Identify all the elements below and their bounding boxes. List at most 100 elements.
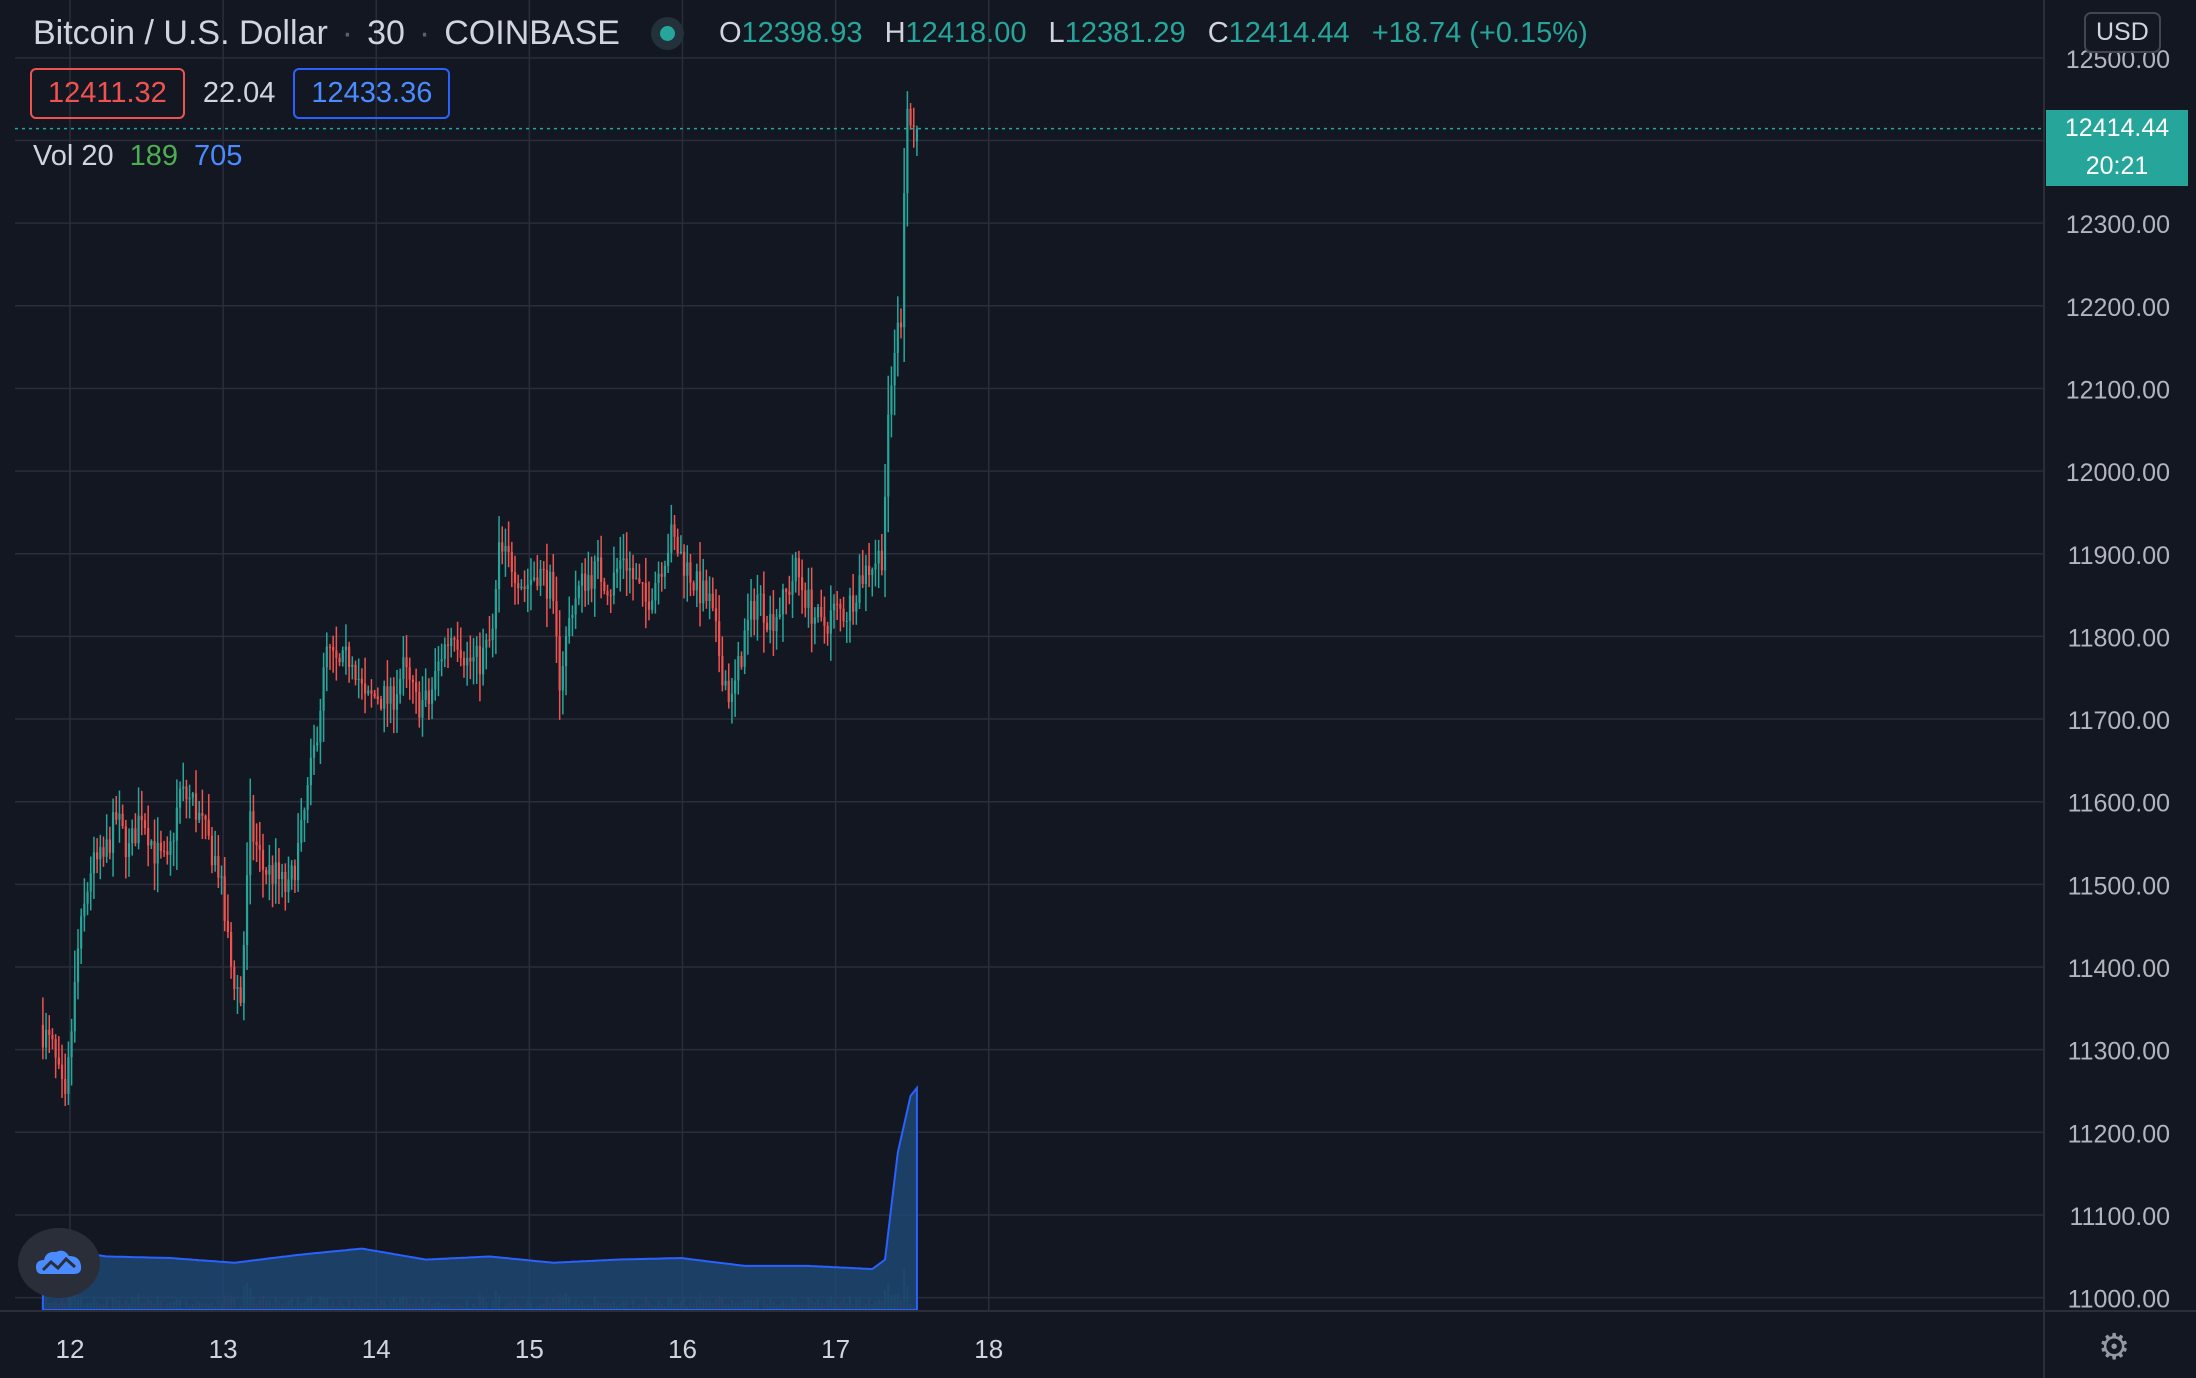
price-tick-label: 11000.00 bbox=[2068, 1286, 2170, 1314]
candle-body bbox=[341, 650, 344, 663]
candle-body bbox=[236, 987, 239, 989]
candle-body bbox=[737, 656, 740, 681]
high-label: H bbox=[884, 17, 906, 49]
candle-body bbox=[54, 1039, 57, 1058]
interval-label[interactable]: 30 bbox=[367, 14, 405, 52]
candle-body bbox=[705, 580, 708, 601]
ohlc-values: O12398.93 H12418.00 L12381.29 C12414.44 … bbox=[719, 17, 1588, 50]
candle-body bbox=[92, 852, 96, 874]
candle-body bbox=[48, 1029, 51, 1036]
candle-body bbox=[293, 865, 296, 881]
candle-body bbox=[651, 600, 654, 610]
candle-body bbox=[775, 616, 778, 632]
price-tick-label: 11500.00 bbox=[2068, 872, 2170, 900]
candle-body bbox=[603, 581, 606, 592]
sell-price-button[interactable]: 12411.32 bbox=[30, 68, 185, 119]
candle-body bbox=[568, 618, 571, 637]
candle-body bbox=[392, 686, 395, 710]
candle-body bbox=[485, 639, 488, 648]
candle-body bbox=[513, 572, 517, 584]
buy-price-button[interactable]: 12433.36 bbox=[293, 68, 451, 119]
candle-body bbox=[271, 865, 274, 884]
candle-body bbox=[156, 842, 159, 864]
candle-body bbox=[140, 815, 143, 821]
time-axis[interactable]: 12 13 14 15 16 17 18 bbox=[56, 1334, 1004, 1364]
candle-body bbox=[852, 595, 855, 612]
candle-body bbox=[220, 876, 223, 878]
candle-body bbox=[670, 524, 673, 553]
gear-icon[interactable]: ⚙ bbox=[2098, 1326, 2131, 1367]
candle-body bbox=[134, 828, 137, 844]
volume-ma-area bbox=[41, 1084, 918, 1311]
candle-body bbox=[714, 608, 718, 622]
candle-body bbox=[836, 603, 839, 605]
candle-body bbox=[571, 614, 574, 619]
candle-body bbox=[296, 842, 300, 881]
candle-body bbox=[702, 580, 705, 604]
candle-body bbox=[848, 595, 852, 621]
candle-body bbox=[628, 568, 631, 571]
price-axis[interactable]: 11000.00 11100.00 11200.00 11300.00 11400.00… bbox=[2066, 46, 2170, 1314]
candle-body bbox=[424, 690, 427, 700]
candle-body bbox=[762, 593, 765, 623]
currency-button[interactable]: USD bbox=[2084, 12, 2161, 53]
candle-body bbox=[99, 847, 102, 860]
candle-body bbox=[332, 646, 335, 651]
candle-body bbox=[316, 742, 319, 746]
candle-body bbox=[724, 680, 727, 686]
candle-body bbox=[319, 710, 322, 743]
candle-body bbox=[765, 622, 769, 630]
candle-body bbox=[877, 550, 880, 564]
candle-body bbox=[915, 128, 919, 142]
candle-body bbox=[593, 561, 596, 589]
candle-body bbox=[497, 542, 501, 590]
candle-body bbox=[96, 852, 99, 860]
candle-body bbox=[383, 686, 386, 709]
candle-body bbox=[306, 785, 309, 810]
candle-body bbox=[284, 871, 287, 892]
candle-countdown-tag: 20:21 bbox=[2046, 147, 2188, 186]
candle-body bbox=[804, 590, 807, 608]
high-value: 12418.00 bbox=[905, 17, 1027, 49]
price-tick-label: 11600.00 bbox=[2068, 790, 2170, 818]
candle-body bbox=[491, 628, 494, 640]
candle-body bbox=[858, 575, 861, 603]
candle-body bbox=[229, 932, 233, 967]
candle-body bbox=[360, 678, 363, 684]
price-tick-label: 11700.00 bbox=[2068, 707, 2170, 735]
candle-body bbox=[903, 193, 906, 328]
candle-body bbox=[322, 667, 325, 711]
exchange-label: COINBASE bbox=[444, 14, 620, 52]
candle-body bbox=[76, 948, 80, 983]
candle-body bbox=[118, 813, 121, 820]
candle-body bbox=[536, 577, 539, 586]
volume-value: 189 bbox=[129, 140, 179, 172]
candle-body bbox=[437, 661, 440, 672]
candle-body bbox=[909, 108, 912, 126]
candle-body bbox=[507, 545, 510, 552]
candle-body bbox=[718, 621, 721, 657]
candle-body bbox=[194, 793, 198, 820]
candle-body bbox=[217, 856, 220, 878]
candle-body bbox=[207, 819, 210, 836]
volume-legend[interactable]: Vol 20 189 705 bbox=[33, 140, 242, 173]
symbol-title[interactable]: Bitcoin / U.S. Dollar bbox=[33, 14, 328, 52]
candle-body bbox=[686, 562, 689, 576]
candle-body bbox=[80, 916, 83, 949]
spread-value: 22.04 bbox=[202, 77, 276, 109]
candle-body bbox=[644, 583, 647, 602]
tradingview-cloud-icon[interactable] bbox=[18, 1228, 100, 1298]
candle-body bbox=[801, 577, 804, 591]
candle-body bbox=[70, 1031, 73, 1058]
candle-body bbox=[785, 589, 788, 592]
price-tick-label: 11100.00 bbox=[2069, 1203, 2170, 1231]
candle-body bbox=[258, 844, 261, 850]
candle-body bbox=[829, 610, 832, 634]
candle-body bbox=[826, 625, 829, 634]
candle-body bbox=[542, 568, 545, 570]
candle-body bbox=[609, 595, 612, 597]
candle-body bbox=[60, 1064, 64, 1080]
candle-body bbox=[252, 811, 255, 842]
candle-body bbox=[446, 644, 450, 647]
